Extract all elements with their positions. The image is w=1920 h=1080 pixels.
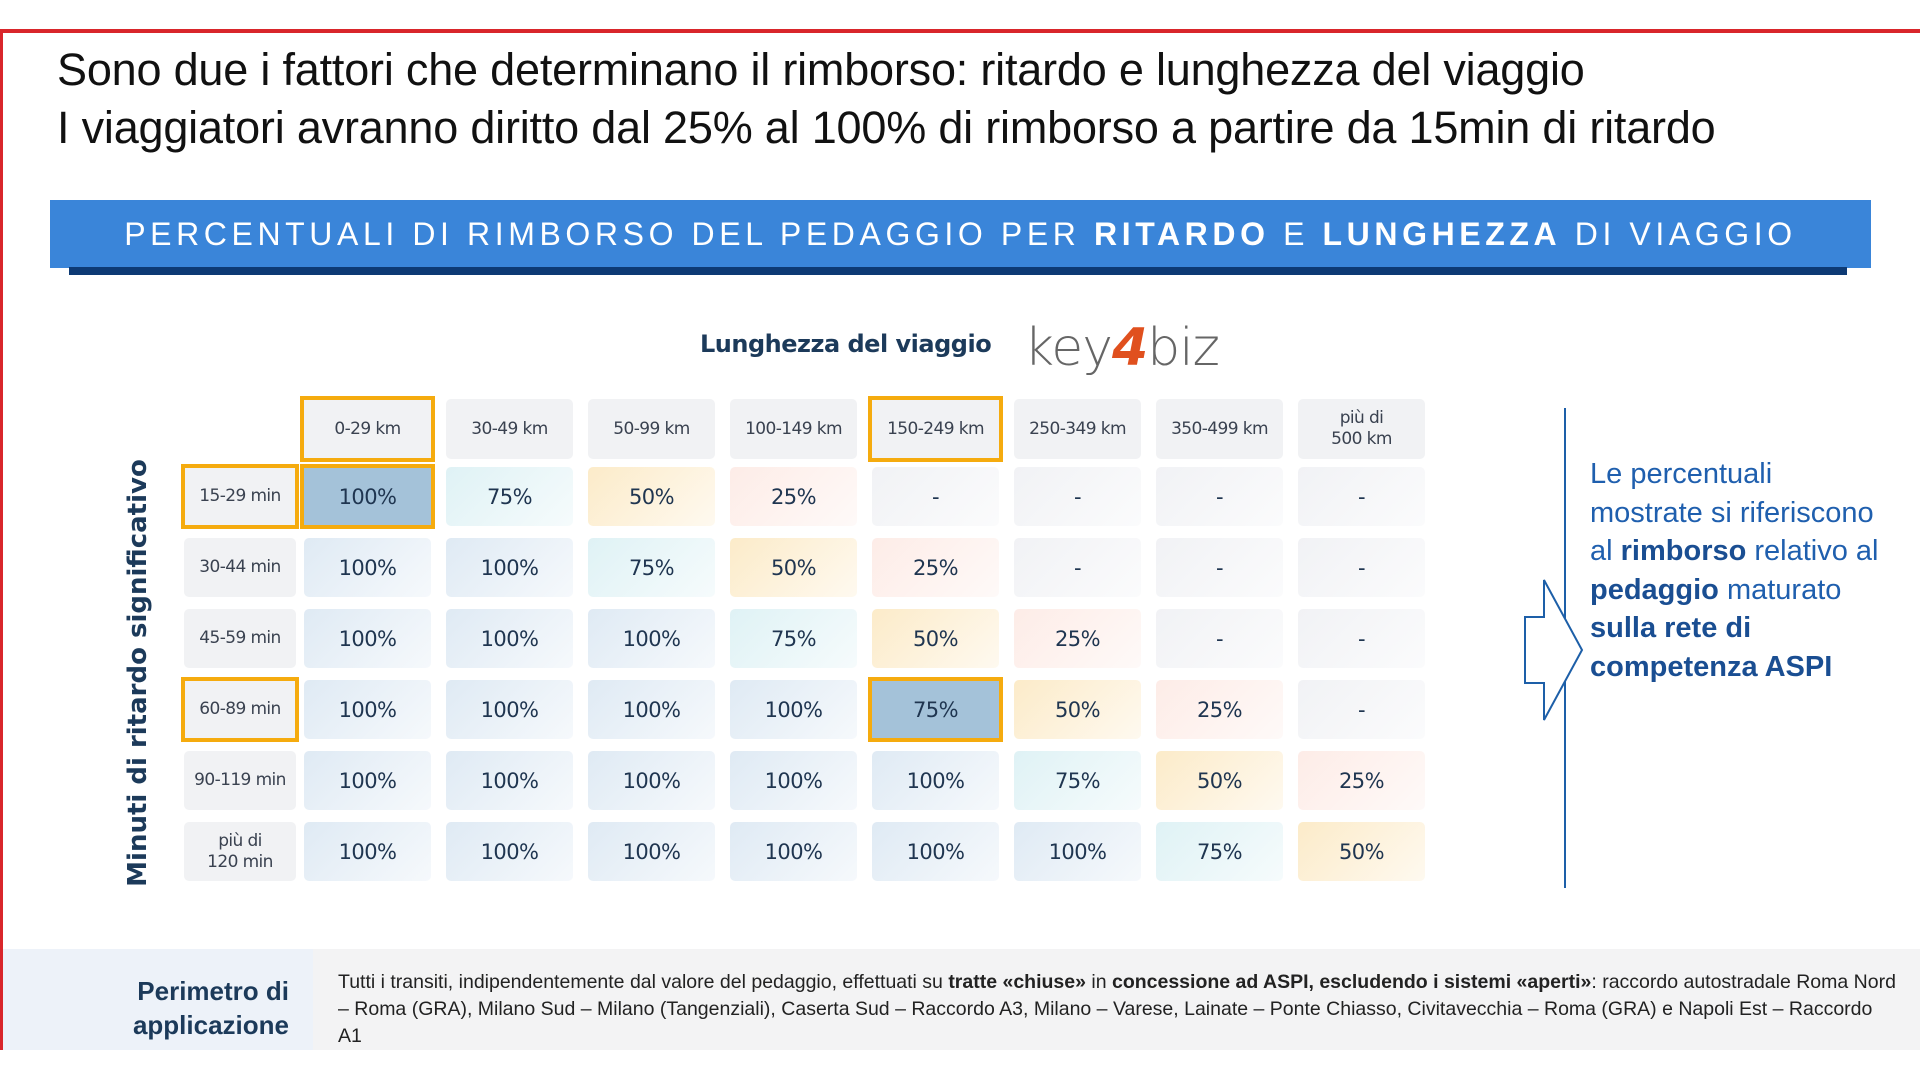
column-header: 250-349 km: [1014, 399, 1141, 459]
title-line-1: Sono due i fattori che determinano il ri…: [57, 44, 1585, 95]
table-cell: -: [1298, 538, 1425, 597]
footer-bold: tratte «chiuse»: [948, 971, 1086, 993]
table-cell: 50%: [588, 467, 715, 526]
x-axis-title: Lunghezza del viaggio: [700, 330, 992, 358]
table-cell: 100%: [730, 751, 857, 810]
table-cell: 100%: [588, 680, 715, 739]
banner-bold-ritardo: RITARDO: [1094, 216, 1270, 252]
row-header: 60-89 min: [181, 677, 299, 742]
table-cell: 75%: [446, 467, 573, 526]
column-header: 0-29 km: [300, 396, 435, 462]
table-cell: 100%: [304, 822, 431, 881]
table-cell: 25%: [872, 538, 999, 597]
table-cell: -: [1014, 538, 1141, 597]
banner-bold-lunghezza: LUNGHEZZA: [1322, 216, 1562, 252]
table-cell: -: [1298, 680, 1425, 739]
table-cell: -: [1156, 538, 1283, 597]
column-header: più di 500 km: [1298, 399, 1425, 459]
table-cell: -: [1014, 467, 1141, 526]
banner-text: PERCENTUALI DI RIMBORSO DEL PEDAGGIO PER: [124, 216, 1094, 252]
footer-text: Tutti i transiti, indipendentemente dal …: [338, 969, 1898, 1050]
arrow-right-icon: [1524, 579, 1584, 721]
column-header: 30-49 km: [446, 399, 573, 459]
table-cell: 50%: [1156, 751, 1283, 810]
table-cell: 50%: [1298, 822, 1425, 881]
table-cell: 25%: [1298, 751, 1425, 810]
table-cell: 100%: [304, 609, 431, 668]
banner-text: DI VIAGGIO: [1561, 216, 1797, 252]
table-cell: 100%: [304, 538, 431, 597]
table-cell: 100%: [730, 680, 857, 739]
footer-perimeter: Perimetro di applicazione Tutti i transi…: [3, 949, 1920, 1050]
table-cell: 100%: [588, 751, 715, 810]
row-header: 90-119 min: [184, 751, 296, 810]
table-banner: PERCENTUALI DI RIMBORSO DEL PEDAGGIO PER…: [50, 200, 1871, 268]
table-cell: 75%: [730, 609, 857, 668]
row-header: 45-59 min: [184, 609, 296, 668]
table-cell: 100%: [730, 822, 857, 881]
key4biz-logo: key4biz: [1024, 318, 1220, 378]
y-axis-title: Minuti di ritardo significativo: [123, 459, 153, 887]
table-cell: 100%: [446, 538, 573, 597]
note-text-part: relativo al: [1746, 535, 1879, 568]
banner-underbar: [69, 267, 1847, 275]
table-cell: 100%: [446, 822, 573, 881]
table-cell: 50%: [730, 538, 857, 597]
table-cell: 50%: [872, 609, 999, 668]
table-cell: 100%: [1014, 822, 1141, 881]
footer-label-panel: Perimetro di applicazione: [3, 949, 313, 1050]
note-text-part: Le percentuali mostrate si riferiscono a…: [1590, 458, 1874, 568]
note-bold: sulla rete di competenza ASPI: [1590, 612, 1833, 683]
footer-bold: concessione ad ASPI, escludendo i sistem…: [1111, 971, 1592, 993]
table-cell: 75%: [588, 538, 715, 597]
note-text-part: maturato: [1718, 573, 1842, 606]
table-cell: 100%: [588, 609, 715, 668]
table-cell: -: [1298, 467, 1425, 526]
table-cell: 75%: [1156, 822, 1283, 881]
row-header: 15-29 min: [181, 464, 299, 529]
column-header: 150-249 km: [868, 396, 1003, 462]
table-cell: 25%: [1156, 680, 1283, 739]
table-cell: -: [1298, 609, 1425, 668]
footer-text-part: : raccordo autostradale Roma Nord – Roma…: [338, 971, 1896, 1047]
table-cell: 100%: [446, 680, 573, 739]
note-text: Le percentuali mostrate si riferiscono a…: [1590, 455, 1890, 687]
logo-text: key: [1024, 318, 1113, 378]
table-cell: 25%: [730, 467, 857, 526]
table-cell: -: [1156, 609, 1283, 668]
left-border: [0, 29, 3, 1050]
table-cell: 100%: [446, 609, 573, 668]
table-cell: -: [872, 467, 999, 526]
table-cell: -: [1156, 467, 1283, 526]
row-header: più di 120 min: [184, 822, 296, 881]
note-bold: rimborso: [1620, 535, 1747, 568]
table-cell: 100%: [300, 464, 435, 529]
column-header: 350-499 km: [1156, 399, 1283, 459]
table-cell: 100%: [304, 751, 431, 810]
row-header: 30-44 min: [184, 538, 296, 597]
table-cell: 75%: [868, 677, 1003, 742]
logo-text: 4: [1112, 318, 1148, 378]
title-line-2: I viaggiatori avranno diritto dal 25% al…: [57, 102, 1716, 153]
table-cell: 50%: [1014, 680, 1141, 739]
logo-text: biz: [1147, 318, 1220, 378]
column-header: 100-149 km: [730, 399, 857, 459]
table-cell: 25%: [1014, 609, 1141, 668]
footer-text-part: in: [1085, 971, 1112, 993]
footer-text-part: Tutti i transiti, indipendentemente dal …: [338, 971, 949, 993]
table-cell: 100%: [872, 822, 999, 881]
banner-text: E: [1269, 216, 1323, 252]
column-header: 50-99 km: [588, 399, 715, 459]
table-cell: 75%: [1014, 751, 1141, 810]
table-cell: 100%: [872, 751, 999, 810]
table-cell: 100%: [304, 680, 431, 739]
footer-label: Perimetro di applicazione: [132, 976, 289, 1040]
table-cell: 100%: [446, 751, 573, 810]
top-border: [0, 29, 1920, 33]
table-cell: 100%: [588, 822, 715, 881]
note-bold: pedaggio: [1590, 573, 1719, 606]
